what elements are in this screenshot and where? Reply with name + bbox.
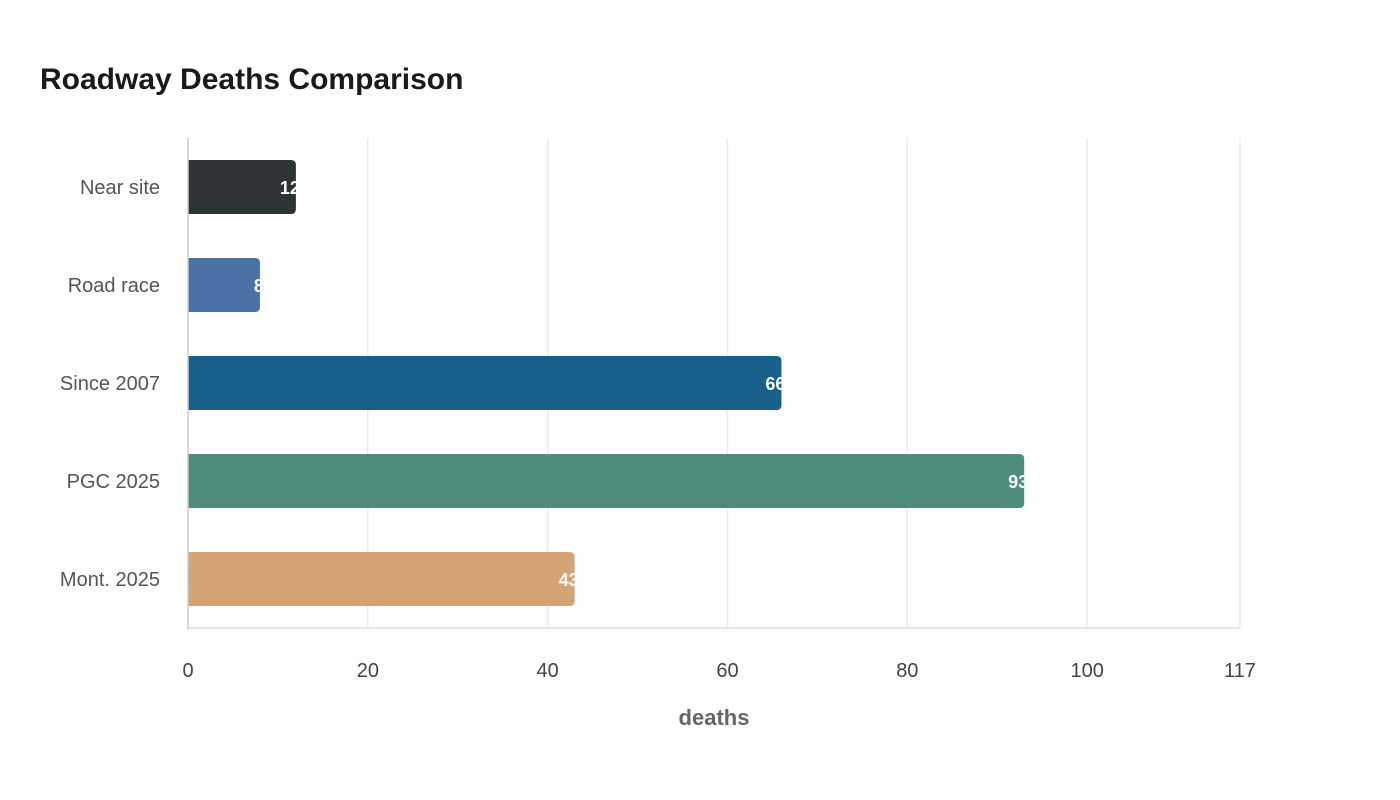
bar-value-label: 8	[254, 276, 264, 296]
bar	[188, 160, 296, 214]
x-tick-label: 60	[716, 660, 738, 682]
x-tick-label: 20	[357, 660, 379, 682]
bar	[188, 454, 1025, 508]
x-tick-label: 80	[896, 660, 918, 682]
bar	[188, 356, 782, 410]
x-tick-label: 40	[537, 660, 559, 682]
category-label: Since 2007	[60, 373, 160, 395]
bar-value-label: 93	[1008, 472, 1028, 492]
axes	[187, 138, 1240, 630]
x-tick-label: 0	[182, 660, 193, 682]
x-tick-label: 100	[1070, 660, 1103, 682]
category-label: Road race	[68, 275, 160, 297]
category-labels: Near site Road race Since 2007 PGC 2025 Mont…	[60, 177, 160, 591]
x-tick-label: 117	[1224, 660, 1256, 682]
bar-value-label: 66	[765, 374, 785, 394]
bar	[188, 258, 260, 312]
bar-value-label: 43	[559, 570, 579, 590]
bar-value-label: 12	[280, 178, 300, 198]
chart-title: Roadway Deaths Comparison	[40, 63, 464, 96]
x-tick-labels: 0 20 40 60 80 100 117	[182, 660, 1256, 682]
bar	[188, 552, 575, 606]
category-label: Mont. 2025	[60, 569, 160, 591]
bars: 12 8 66 93 43	[188, 160, 1028, 606]
category-label: Near site	[80, 177, 160, 199]
x-axis-title: deaths	[679, 705, 750, 730]
category-label: PGC 2025	[67, 471, 160, 493]
